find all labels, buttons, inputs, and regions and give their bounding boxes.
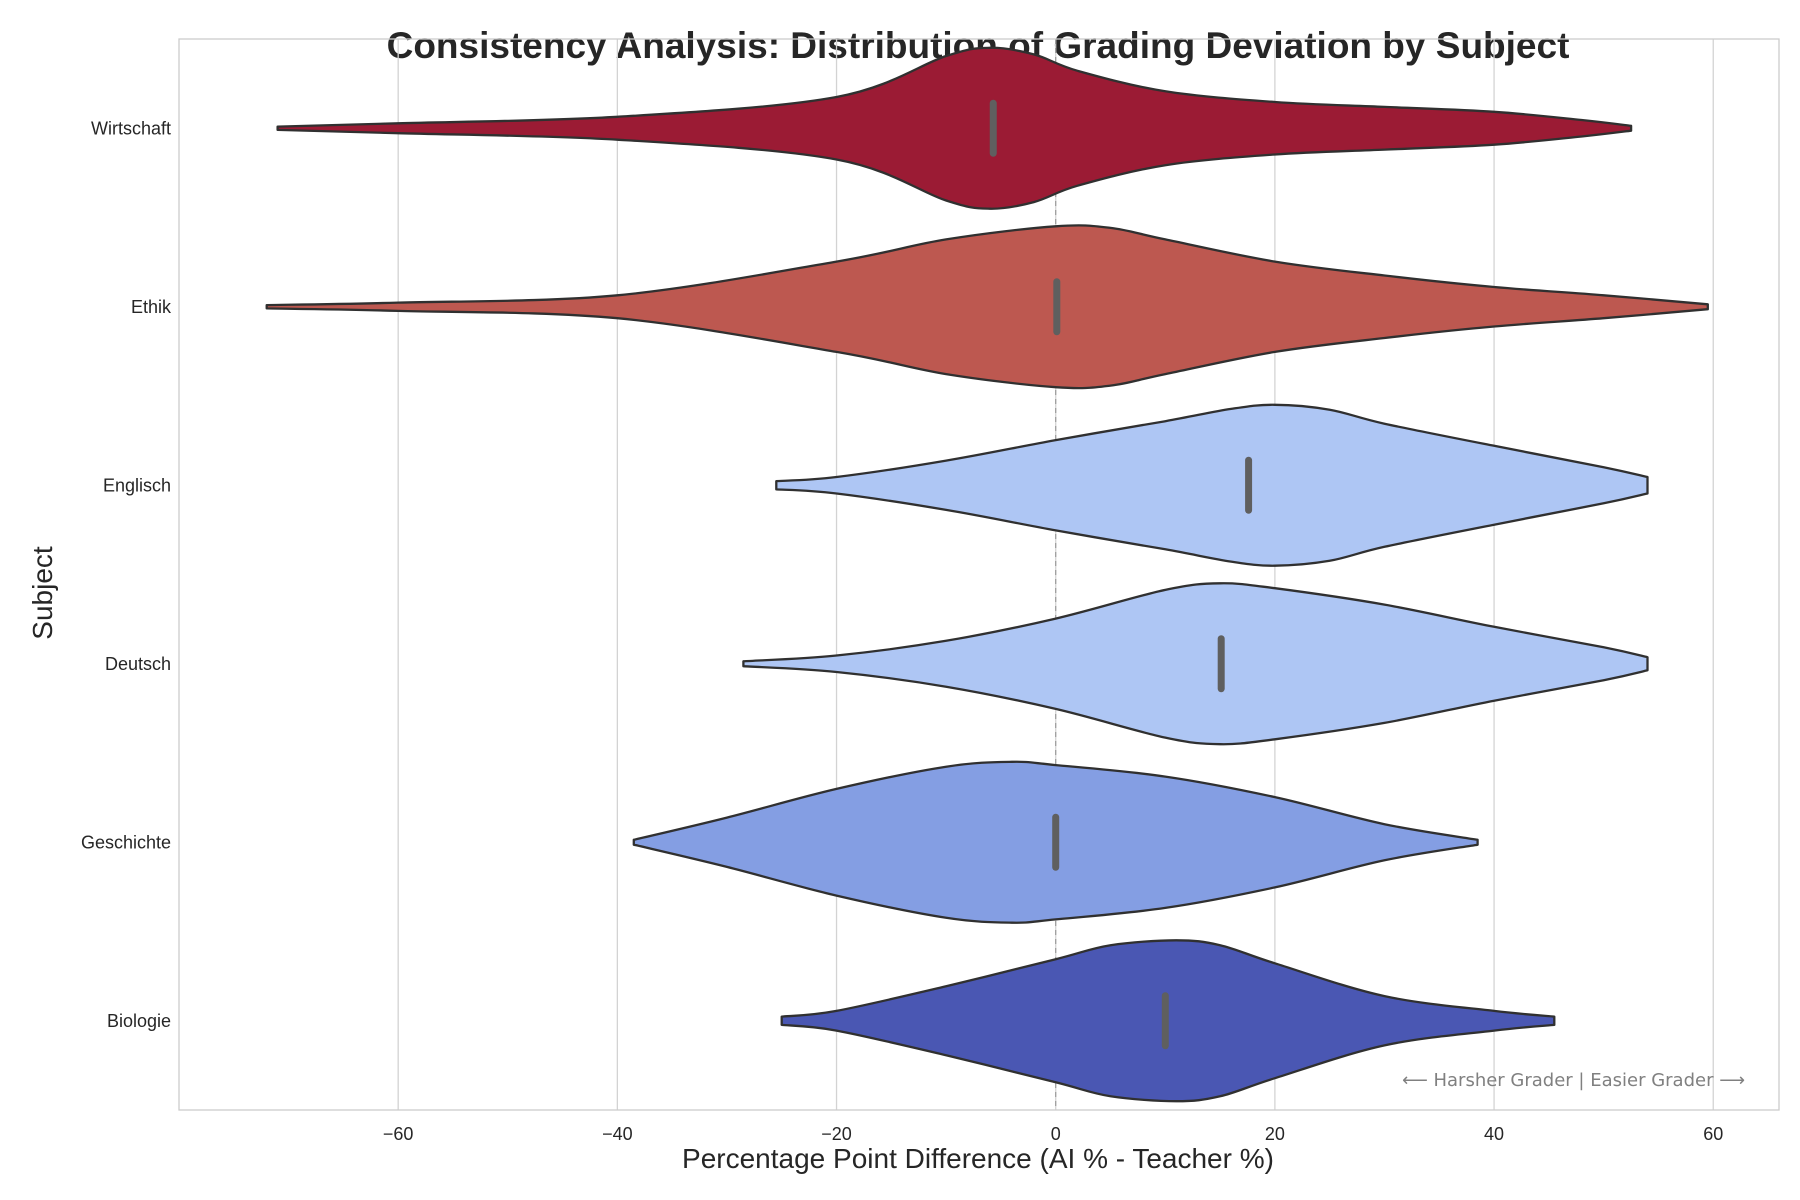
x-tick-label: −60 [383, 1124, 414, 1144]
x-tick-label: 20 [1265, 1124, 1285, 1144]
violin-wirtschaft [276, 46, 1633, 210]
x-tick-label: 0 [1051, 1124, 1061, 1144]
y-tick-label: Wirtschaft [91, 118, 171, 138]
x-axis-label: Percentage Point Difference (AI % - Teac… [682, 1143, 1274, 1174]
violin-deutsch [742, 582, 1649, 746]
x-tick-label: −20 [821, 1124, 852, 1144]
violins [265, 46, 1709, 1103]
y-tick-label: Biologie [107, 1011, 171, 1031]
x-tick-label: 40 [1484, 1124, 1504, 1144]
violin-ethik [265, 224, 1709, 390]
plot-frame [178, 38, 1780, 1111]
x-tick-label: 60 [1703, 1124, 1723, 1144]
violin-englisch [775, 403, 1649, 567]
y-tick-label: Englisch [103, 475, 171, 495]
y-tick-label: Geschichte [81, 832, 171, 852]
y-tick-label: Deutsch [105, 654, 171, 674]
grader-direction-annotation: ⟵ Harsher Grader | Easier Grader ⟶ [1402, 1070, 1745, 1091]
x-tick-labels: −60 −40 −20 0 20 40 60 [383, 1124, 1723, 1144]
y-axis-label: Subject [27, 546, 58, 640]
y-tick-labels: Wirtschaft Ethik Englisch Deutsch Geschichte… [81, 118, 172, 1031]
x-tick-label: −40 [602, 1124, 633, 1144]
gridlines [397, 39, 1714, 1110]
y-tick-label: Ethik [131, 297, 172, 317]
